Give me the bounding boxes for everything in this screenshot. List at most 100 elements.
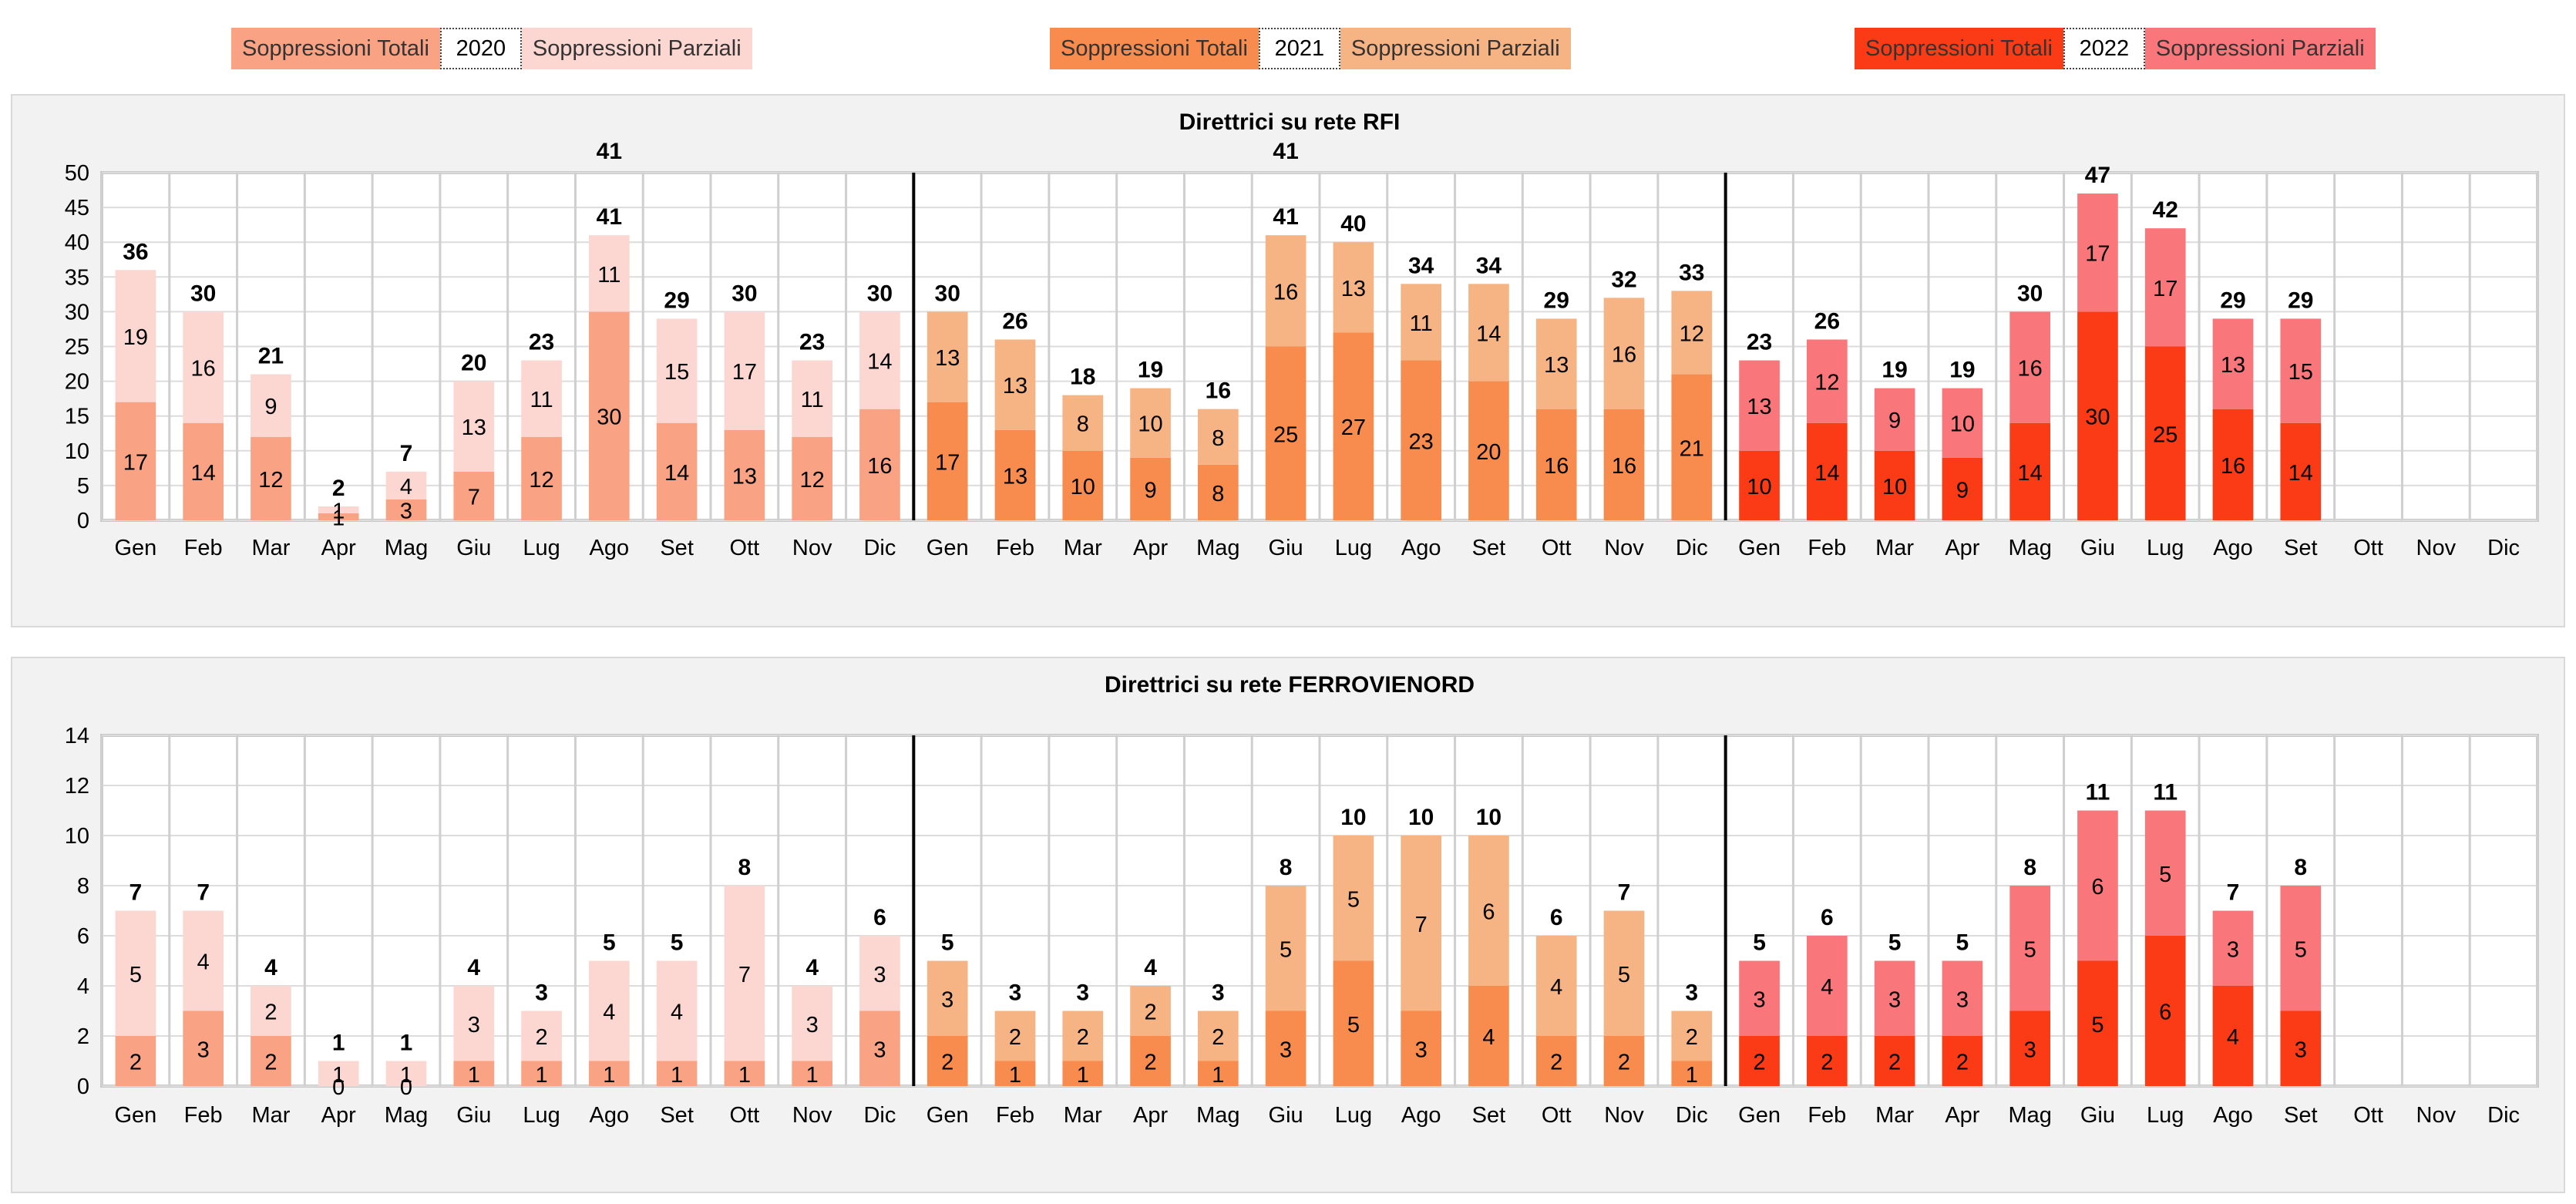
y-tick-label: 10: [65, 824, 89, 849]
bar-totali-label: 2: [1888, 1051, 1901, 1075]
bar-parziali: [1535, 318, 1577, 409]
bar-totali: [1807, 1036, 1848, 1086]
bar-totali-label: 21: [1680, 436, 1704, 461]
x-tick-label: Gen: [926, 1103, 969, 1128]
bar-parziali: [251, 374, 291, 437]
bar-totali: [1130, 457, 1171, 520]
bar-parziali: [318, 1061, 359, 1086]
bar-total-label: 7: [197, 880, 210, 906]
bar-totali: [656, 1061, 698, 1086]
x-tick-label: Ott: [730, 1103, 760, 1128]
bar-parziali-label: 12: [1814, 371, 1839, 395]
x-tick-label: Lug: [523, 536, 560, 560]
bar-parziali-label: 9: [264, 395, 277, 419]
bar-totali: [1535, 409, 1577, 520]
x-tick-label: Mar: [1875, 1103, 1914, 1128]
bar-parziali-label: 11: [801, 388, 824, 412]
bar-total-label: 5: [941, 930, 954, 956]
x-tick-label: Ago: [1401, 536, 1441, 560]
bar-parziali-label: 15: [2288, 360, 2313, 385]
bar-parziali: [1401, 284, 1441, 361]
x-tick-label: Gen: [1738, 536, 1781, 560]
bar-totali: [1198, 464, 1239, 520]
bar-totali: [1671, 1061, 1713, 1086]
bar-parziali: [183, 311, 224, 423]
bar-parziali: [1874, 960, 1915, 1036]
bar-total-label: 7: [129, 880, 143, 906]
bar-totali-label: 8: [1212, 482, 1224, 506]
bar-totali-label: 1: [535, 1063, 547, 1088]
bar-totali: [1333, 332, 1374, 520]
y-tick-label: 35: [65, 265, 89, 290]
bar-totali-label: 2: [1821, 1051, 1833, 1075]
bar-parziali-label: 13: [1747, 395, 1771, 419]
bar-parziali: [1333, 836, 1374, 961]
y-tick-label: 20: [65, 370, 89, 395]
bar-parziali-label: 15: [664, 360, 689, 385]
bar-totali: [656, 422, 698, 520]
bar-totali-label: 25: [2153, 422, 2177, 447]
bar-parziali: [1333, 242, 1374, 333]
x-tick-label: Set: [1472, 536, 1506, 560]
bar-totali: [1265, 1011, 1306, 1086]
bar-totali-label: 30: [597, 405, 621, 430]
bar-total-label: 4: [264, 955, 277, 980]
bar-total-label: 23: [799, 330, 825, 355]
bar-parziali-label: 2: [264, 1001, 277, 1025]
bar-totali: [994, 429, 1036, 520]
bar-parziali-label: 3: [1753, 987, 1765, 1012]
bar-parziali: [1942, 960, 1983, 1036]
bar-totali: [859, 1011, 900, 1086]
bar-totali-label: 27: [1341, 415, 1366, 440]
x-tick-label: Feb: [184, 536, 223, 560]
bar-total-label: 8: [738, 855, 752, 880]
x-tick-label: Ott: [1542, 1103, 1572, 1128]
bar-parziali: [994, 339, 1036, 430]
y-tick-label: 8: [77, 874, 89, 899]
bar-totali-label: 9: [1956, 478, 1969, 503]
bar-parziali-label: 2: [1077, 1025, 1089, 1050]
bar-parziali-label: 4: [671, 1001, 683, 1025]
bar-parziali-label: 2: [535, 1025, 547, 1050]
bar-totali-label: 1: [671, 1063, 683, 1088]
legend-2021-parziali: Soppressioni Parziali: [1340, 28, 1571, 69]
bar-parziali: [1062, 395, 1104, 451]
bar-parziali: [1603, 910, 1645, 1036]
bar-total-label: 3: [1685, 980, 1698, 1006]
bar-parziali-label: 5: [1618, 963, 1630, 987]
bar-parziali: [1062, 1011, 1104, 1061]
bar-parziali: [926, 311, 968, 402]
bar-totali: [2009, 1011, 2050, 1086]
bar-totali: [2009, 422, 2050, 520]
bar-totali-label: 13: [1003, 464, 1027, 489]
legend-2022-parziali: Soppressioni Parziali: [2144, 28, 2376, 69]
bar-totali: [2212, 409, 2254, 520]
bar-parziali: [859, 936, 900, 1011]
bar-parziali-label: 13: [2221, 353, 2245, 378]
bar-total-label: 7: [1618, 880, 1631, 906]
bar-parziali: [453, 381, 495, 472]
bar-parziali-label: 5: [1280, 937, 1292, 962]
bar-parziali-label: 17: [2085, 242, 2110, 267]
x-tick-label: Apr: [321, 536, 356, 560]
x-tick-label: Mar: [251, 1103, 290, 1128]
y-tick-label: 30: [65, 300, 89, 325]
bar-parziali: [656, 318, 698, 423]
bar-totali: [589, 311, 630, 520]
bar-totali: [792, 436, 832, 520]
bar-parziali: [2212, 318, 2254, 409]
x-tick-label: Mag: [2008, 1103, 2051, 1128]
bar-total-label: 19: [1882, 358, 1907, 383]
legend-2020-totali: Soppressioni Totali: [231, 28, 440, 69]
bar-total-label: 6: [873, 905, 886, 930]
bar-totali-label: 2: [1956, 1051, 1969, 1075]
x-tick-label: Nov: [792, 536, 832, 560]
bar-total-label: 8: [2023, 855, 2036, 880]
legend-2021: Soppressioni Totali 2021 Soppressioni Pa…: [1050, 28, 1571, 69]
bar-totali: [1265, 346, 1306, 520]
bar-total-label: 47: [2085, 163, 2110, 188]
bar-totali: [1739, 1036, 1780, 1086]
x-tick-label: Mag: [385, 1103, 428, 1128]
chart-rfi: Direttrici su rete RFI051015202530354045…: [65, 109, 2539, 560]
bar-parziali-label: 2: [1144, 1001, 1156, 1025]
